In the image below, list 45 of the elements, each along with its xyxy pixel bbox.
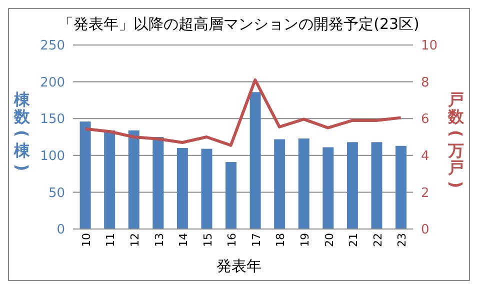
- x-tick-label: 10: [80, 233, 93, 247]
- bar: [128, 130, 140, 229]
- bar: [298, 138, 310, 229]
- x-tick-label: 11: [104, 233, 118, 247]
- bar: [226, 162, 237, 229]
- bar: [201, 148, 212, 229]
- bar: [104, 130, 116, 229]
- y2-tick-label: 10: [421, 38, 438, 54]
- y-tick-label: 100: [40, 149, 65, 164]
- x-tick-label: 19: [298, 233, 312, 247]
- y-tick-label: 250: [40, 38, 65, 54]
- x-tick-label: 16: [226, 233, 239, 247]
- y-tick-label: 50: [48, 186, 65, 201]
- bar: [371, 142, 382, 229]
- y2-tick-label: 6: [421, 112, 430, 128]
- bar: [250, 92, 261, 229]
- x-tick-label: 12: [128, 233, 142, 247]
- bar: [346, 142, 358, 229]
- y2-tick-label: 4: [421, 149, 430, 164]
- x-tick-label: 23: [396, 233, 409, 247]
- bar: [152, 137, 164, 229]
- y2-axis-title: 戸数(万戸): [446, 90, 466, 190]
- bar: [396, 146, 407, 229]
- x-tick-label: 14: [177, 233, 190, 247]
- y2-tick-label: 2: [421, 186, 430, 201]
- x-tick-label: 13: [152, 233, 166, 247]
- chart-title: 「発表年」以降の超高層マンションの開発予定(23区): [58, 15, 420, 34]
- bar: [274, 139, 286, 229]
- x-tick-label: 22: [371, 233, 384, 247]
- line-series: [84, 78, 402, 147]
- y-tick-label: 0: [56, 222, 65, 238]
- x-tick-label: 21: [347, 233, 360, 247]
- bar: [176, 148, 188, 229]
- x-tick-label: 15: [201, 233, 214, 247]
- y2-tick-label: 0: [421, 222, 430, 238]
- x-tick-label: 18: [274, 233, 288, 247]
- y2-tick-label: 8: [421, 75, 430, 90]
- bar: [80, 122, 91, 229]
- y-tick-label: 200: [40, 75, 65, 90]
- y-axis-title: 棟数(棟): [12, 90, 32, 174]
- x-axis-title: 発表年: [216, 257, 262, 276]
- x-tick-label: 17: [250, 233, 263, 247]
- bar: [322, 147, 334, 229]
- x-tick-label: 20: [322, 233, 336, 247]
- y-tick-label: 150: [40, 112, 65, 128]
